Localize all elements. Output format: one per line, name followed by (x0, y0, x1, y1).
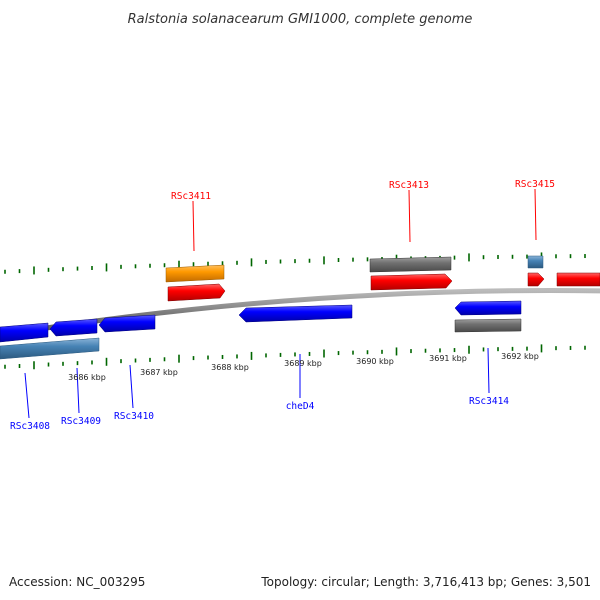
genome-summary: Topology: circular; Length: 3,716,413 bp… (260, 575, 591, 589)
gene-label-ched4[interactable]: cheD4 (286, 401, 315, 412)
scale-label-3692-kbp: 3692 kbp (501, 352, 539, 361)
outer-tick-marks (4, 252, 586, 275)
scale-label-3690-kbp: 3690 kbp (356, 357, 394, 366)
gene-label-rsc3411[interactable]: RSc3411 (171, 191, 211, 202)
gene-rsc3411-rna-feature[interactable] (165, 264, 225, 283)
gene-label-rsc3408[interactable]: RSc3408 (10, 421, 50, 432)
gene-rsc3408-misc-feature[interactable] (0, 337, 100, 360)
map-title: Ralstonia solanacearum GMI1000, complete… (128, 12, 473, 27)
gene-rsc3415-arrow[interactable] (527, 272, 545, 287)
gene-label-rsc3413[interactable]: RSc3413 (389, 180, 429, 191)
inner-tick-marks (4, 344, 586, 370)
scale-label-3688-kbp: 3688 kbp (211, 363, 249, 372)
forward-label-lines (192, 188, 537, 252)
gene-rsc3414-arrow[interactable] (454, 300, 522, 316)
gene-label-rsc3414[interactable]: RSc3414 (469, 396, 509, 407)
scale-label-3689-kbp: 3689 kbp (284, 359, 322, 368)
forward-features (165, 255, 600, 302)
gene-rsc3413-grey-feature[interactable] (369, 256, 452, 273)
reverse-label-lines (24, 347, 490, 419)
gene-label-rsc3410[interactable]: RSc3410 (114, 411, 154, 422)
gene-label-rsc3409[interactable]: RSc3409 (61, 416, 101, 427)
gene-rsc3408-arrow[interactable] (0, 322, 49, 343)
gene-rsc3413-arrow[interactable] (370, 273, 453, 291)
gene-label-rsc3415[interactable]: RSc3415 (515, 179, 555, 190)
gene-next-forward-arrow[interactable] (556, 272, 600, 287)
reverse-features (0, 300, 522, 360)
gene-rsc3414-grey-feature[interactable] (454, 318, 522, 333)
accession-label: Accession: NC_003295 (9, 575, 145, 589)
gene-rsc3409-arrow[interactable] (49, 318, 98, 337)
scale-label-3687-kbp: 3687 kbp (140, 368, 178, 377)
gene-rsc3415-misc-feature[interactable] (527, 255, 544, 269)
gene-rsc3410-arrow[interactable] (98, 314, 156, 333)
scale-label-3691-kbp: 3691 kbp (429, 354, 467, 363)
gene-ched4-arrow[interactable] (238, 304, 353, 323)
scale-label-3686-kbp: 3686 kbp (68, 373, 106, 382)
gene-rsc3411-arrow[interactable] (167, 283, 226, 302)
